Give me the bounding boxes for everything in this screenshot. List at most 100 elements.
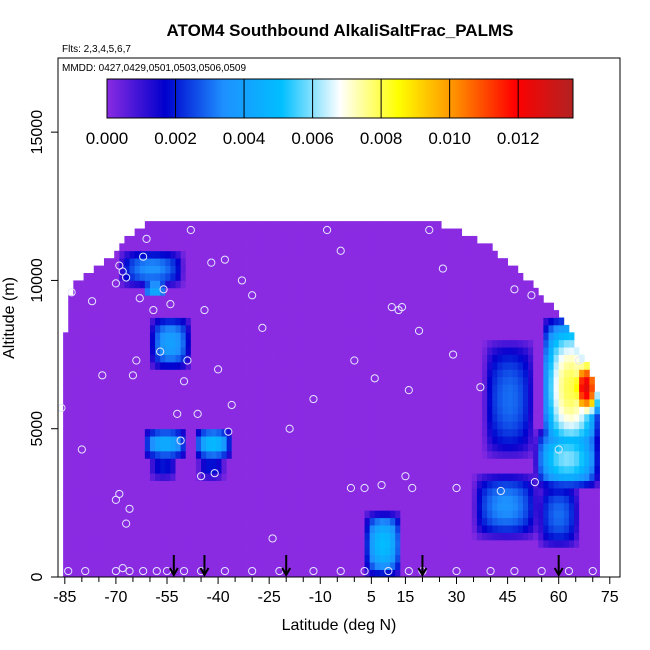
heatmap-cell (313, 562, 319, 570)
heatmap-cell (98, 525, 105, 533)
heatmap-cell (308, 517, 314, 526)
heatmap-cell (93, 384, 100, 393)
heatmap-cell (93, 510, 100, 519)
heatmap-cell (420, 287, 427, 296)
heatmap-cell (282, 517, 289, 526)
heatmap-cell (313, 406, 319, 415)
heatmap-cell (487, 547, 493, 556)
heatmap-cell (257, 562, 263, 570)
heatmap-cell (446, 391, 452, 400)
heatmap-cell (400, 384, 406, 393)
heatmap-cell (384, 250, 391, 259)
heatmap-cell (379, 473, 386, 482)
heatmap-cell (277, 310, 284, 318)
heatmap-cell (390, 302, 396, 311)
heatmap-cell (441, 450, 447, 459)
heatmap-cell (568, 488, 575, 496)
heatmap-cell (507, 332, 514, 341)
heatmap-cell (78, 413, 84, 422)
heatmap-cell (512, 354, 519, 363)
heatmap-cell (287, 265, 294, 274)
heatmap-cell (528, 310, 534, 318)
heatmap-cell (68, 495, 74, 504)
heatmap-cell (216, 258, 222, 266)
heatmap-cell (63, 562, 69, 570)
heatmap-cell (507, 295, 514, 304)
heatmap-cell (262, 532, 268, 541)
heatmap-cell (349, 295, 355, 304)
heatmap-cell (522, 339, 529, 348)
heatmap-cell (451, 369, 457, 378)
heatmap-cell (160, 428, 166, 437)
heatmap-cell (430, 480, 437, 489)
heatmap-cell (323, 324, 330, 333)
heatmap-cell (114, 295, 120, 304)
heatmap-cell (78, 465, 84, 474)
heatmap-cell (109, 428, 115, 437)
heatmap-cell (83, 517, 90, 526)
heatmap-cell (144, 391, 151, 400)
heatmap-cell (165, 250, 171, 259)
heatmap-cell (466, 465, 473, 474)
heatmap-cell (384, 310, 391, 318)
heatmap-cell (579, 554, 585, 563)
heatmap-cell (405, 450, 411, 459)
heatmap-cell (303, 347, 309, 355)
heatmap-cell (359, 243, 365, 252)
heatmap-cell (293, 465, 299, 474)
heatmap-cell (533, 569, 539, 578)
heatmap-cell (185, 443, 192, 452)
heatmap-cell (446, 384, 452, 393)
heatmap-cell (476, 391, 483, 400)
heatmap-cell (313, 258, 319, 266)
heatmap-cell (430, 376, 437, 385)
heatmap-cell (216, 525, 222, 533)
heatmap-cell (139, 347, 146, 355)
heatmap-cell (369, 495, 376, 504)
heatmap-cell (185, 517, 192, 526)
heatmap-cell (451, 443, 457, 452)
heatmap-cell (328, 302, 335, 311)
heatmap-cell (374, 273, 381, 281)
heatmap-cell (466, 436, 473, 444)
heatmap-cell (287, 317, 294, 326)
heatmap-cell (512, 458, 519, 467)
heatmap-cell (134, 235, 141, 244)
heatmap-cell (165, 384, 171, 393)
heatmap-cell (241, 517, 248, 526)
heatmap-cell (277, 243, 284, 252)
heatmap-cell (543, 302, 549, 311)
heatmap-cell (303, 332, 309, 341)
heatmap-cell (308, 428, 314, 437)
heatmap-cell (487, 562, 493, 570)
heatmap-cell (170, 532, 176, 541)
heatmap-cell (155, 473, 161, 482)
heatmap-cell (114, 361, 120, 370)
heatmap-cell (359, 310, 365, 318)
heatmap-cell (384, 361, 391, 370)
heatmap-cell (103, 280, 110, 289)
heatmap-cell (103, 532, 110, 541)
heatmap-cell (487, 280, 493, 289)
heatmap-cell (129, 384, 136, 393)
heatmap-cell (206, 436, 212, 444)
heatmap-cell (579, 391, 585, 400)
heatmap-cell (63, 354, 69, 363)
heatmap-cell (201, 369, 207, 378)
heatmap-cell (313, 399, 319, 407)
heatmap-cell (543, 539, 549, 548)
heatmap-cell (328, 547, 335, 556)
heatmap-cell (165, 517, 171, 526)
heatmap-cell (359, 391, 365, 400)
heatmap-cell (543, 406, 549, 415)
heatmap-cell (109, 287, 115, 296)
heatmap-cell (384, 450, 391, 459)
heatmap-cell (471, 450, 478, 459)
heatmap-cell (344, 436, 350, 444)
heatmap-cell (466, 273, 473, 281)
heatmap-cell (512, 413, 519, 422)
heatmap-cell (318, 532, 325, 541)
heatmap-cell (344, 399, 350, 407)
heatmap-cell (395, 258, 401, 266)
heatmap-cell (318, 569, 325, 578)
